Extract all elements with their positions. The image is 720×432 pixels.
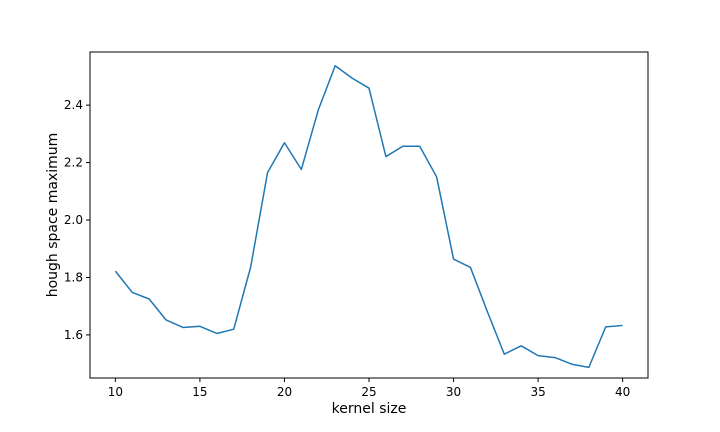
x-tick-label: 15 [192,385,207,399]
x-tick-label: 30 [446,385,461,399]
x-tick-label: 10 [108,385,123,399]
y-tick-label: 2.0 [64,213,83,227]
x-tick-label: 40 [615,385,630,399]
y-tick-label: 2.4 [64,98,83,112]
x-tick-label: 20 [277,385,292,399]
x-tick-label: 25 [361,385,376,399]
series-line-0 [114,65,623,369]
x-axis-label: kernel size [332,401,407,417]
y-tick-label: 1.6 [64,328,83,342]
y-tick-label: 1.8 [64,270,83,284]
x-tick-label: 35 [530,385,545,399]
y-axis-label: hough space maximum [45,133,61,298]
y-tick-label: 2.2 [64,156,83,170]
